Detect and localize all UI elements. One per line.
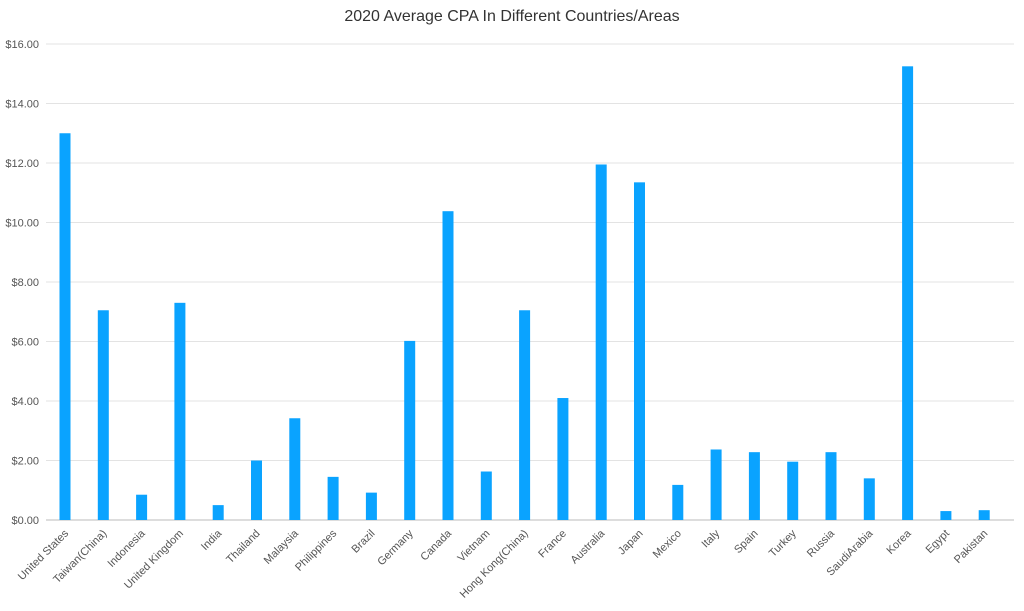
- x-category-label: Germany: [375, 527, 416, 568]
- bar-korea: [902, 66, 914, 520]
- bar-india: [212, 505, 224, 520]
- x-category-label: Philippines: [293, 527, 339, 573]
- bar-thailand: [251, 460, 262, 520]
- bar-taiwan-china: [97, 310, 109, 520]
- y-tick-label: $12.00: [5, 158, 39, 170]
- x-category-label: Pakistan: [952, 528, 990, 566]
- bar-united-kingdom: [174, 302, 186, 520]
- x-category-label: India: [199, 527, 225, 553]
- bar-australia: [595, 164, 607, 521]
- bars: [59, 66, 990, 521]
- bar-united-states: [59, 133, 71, 520]
- bar-vietnam: [480, 471, 492, 520]
- x-category-label: Korea: [884, 527, 914, 557]
- bar-france: [557, 398, 569, 520]
- y-tick-label: $4.00: [11, 396, 39, 408]
- y-tick-label: $10.00: [5, 218, 39, 230]
- bar-pakistan: [978, 510, 990, 520]
- bar-hong-kong-china: [519, 310, 531, 520]
- y-tick-label: $6.00: [11, 337, 39, 349]
- x-category-label: Vietnam: [456, 528, 493, 565]
- x-category-label: Hong Kong(China): [458, 528, 531, 601]
- bar-canada: [442, 211, 454, 520]
- bar-saudiarabia: [863, 478, 875, 520]
- x-category-label: Thailand: [224, 528, 262, 566]
- bar-russia: [825, 452, 837, 520]
- x-category-label: Spain: [732, 528, 760, 556]
- bar-egypt: [940, 511, 952, 520]
- bar-brazil: [365, 492, 377, 520]
- y-axis-ticks: $0.00 $2.00 $4.00 $6.00 $8.00 $10.00 $12.00 $14…: [5, 39, 39, 527]
- y-tick-label: $16.00: [5, 39, 39, 51]
- x-category-label: France: [536, 528, 569, 561]
- x-category-label: Brazil: [350, 528, 378, 556]
- x-category-label: Italy: [699, 527, 722, 550]
- y-tick-label: $2.00: [11, 456, 39, 468]
- bar-mexico: [672, 484, 684, 520]
- bar-italy: [710, 449, 722, 520]
- x-category-label: Japan: [616, 528, 646, 558]
- x-category-label: Turkey: [767, 527, 799, 559]
- x-axis-labels: United StatesTaiwan(China)IndonesiaUnite…: [16, 527, 990, 601]
- bar-malaysia: [289, 418, 301, 520]
- x-category-label: Mexico: [651, 528, 684, 561]
- bar-germany: [404, 340, 416, 520]
- y-tick-label: $0.00: [11, 515, 39, 527]
- y-tick-label: $8.00: [11, 277, 39, 289]
- x-category-label: Egypt: [924, 528, 952, 556]
- x-category-label: Canada: [418, 527, 454, 563]
- bar-indonesia: [136, 494, 148, 520]
- bar-spain: [748, 452, 760, 520]
- chart-title: 2020 Average CPA In Different Countries/…: [344, 8, 680, 25]
- x-category-label: Australia: [569, 527, 608, 566]
- bar-philippines: [327, 476, 339, 520]
- bar-turkey: [787, 461, 799, 520]
- y-tick-label: $14.00: [5, 99, 39, 111]
- x-category-label: Malaysia: [262, 527, 302, 567]
- bar-japan: [634, 182, 645, 520]
- x-category-label: Russia: [805, 527, 838, 560]
